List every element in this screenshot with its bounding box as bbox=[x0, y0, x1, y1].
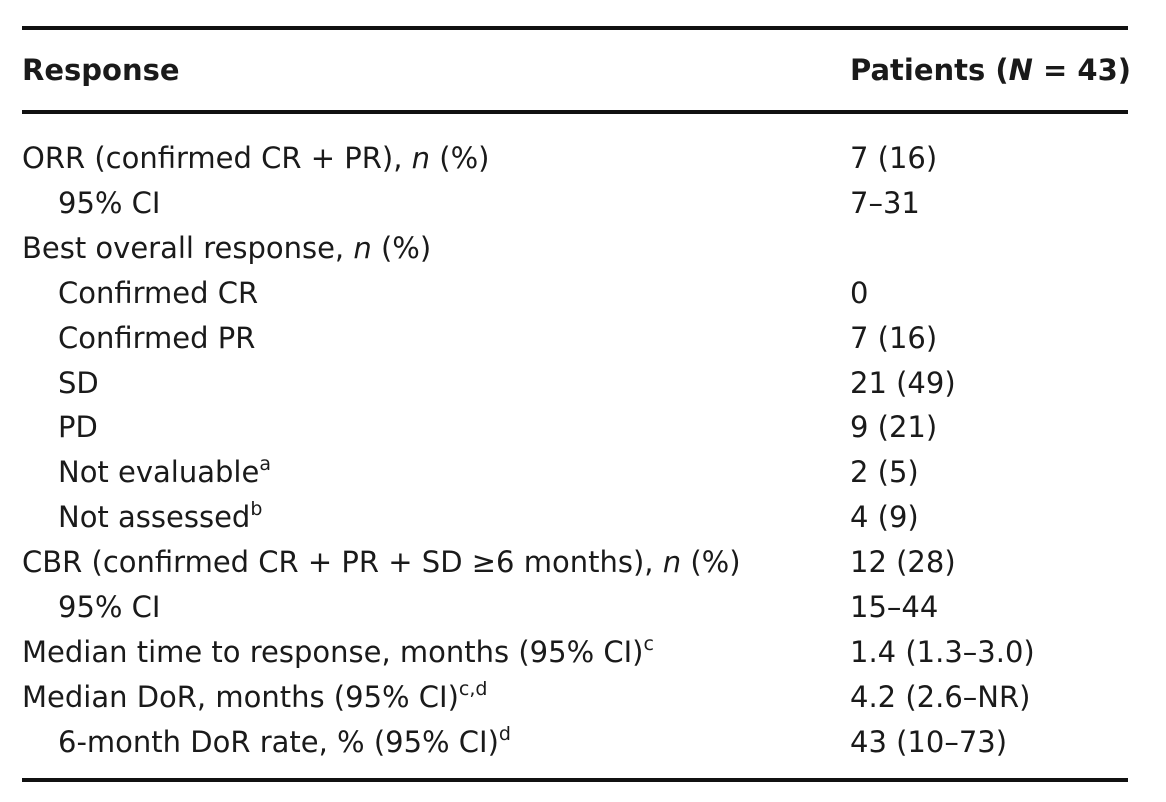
row-label: Not evaluablea bbox=[58, 450, 271, 495]
row-label: Best overall response, n (%) bbox=[22, 226, 431, 271]
text-segment: 6-month DoR rate, % (95% CI) bbox=[58, 724, 499, 759]
row-label: Not assessedb bbox=[58, 495, 262, 540]
row-label: Median DoR, months (95% CI)c,d bbox=[22, 675, 487, 720]
row-value: 0 bbox=[850, 275, 869, 310]
row-label: CBR (confirmed CR + PR + SD ≥6 months), … bbox=[22, 540, 741, 585]
row-label: Confirmed CR bbox=[58, 271, 258, 316]
text-segment: = 43) bbox=[1032, 53, 1132, 87]
row-label: ORR (confirmed CR + PR), n (%) bbox=[22, 136, 489, 181]
text-segment: 95% CI bbox=[58, 590, 161, 624]
text-segment: CBR (confirmed CR + PR + SD ≥6 months), bbox=[22, 545, 663, 580]
row-value: 12 (28) bbox=[850, 545, 956, 580]
row-label: SD bbox=[58, 361, 99, 406]
row-value: 7–31 bbox=[850, 185, 920, 220]
row-label: Confirmed PR bbox=[58, 316, 255, 361]
top-rule bbox=[22, 26, 1128, 30]
text-segment: (%) bbox=[371, 230, 432, 265]
text-segment: Median DoR, months (95% CI) bbox=[22, 679, 459, 714]
text-segment: Confirmed PR bbox=[58, 320, 256, 355]
row-label: Median time to response, months (95% CI)… bbox=[22, 630, 654, 675]
text-segment: N bbox=[1008, 53, 1033, 87]
header-value: Patients (N = 43) bbox=[850, 48, 1131, 93]
row-value: 7 (16) bbox=[850, 320, 938, 355]
header-rule bbox=[22, 110, 1128, 114]
text-segment: Response bbox=[22, 53, 180, 87]
row-value: 15–44 bbox=[850, 590, 939, 624]
text-segment: n bbox=[662, 545, 682, 580]
text-segment: b bbox=[250, 498, 263, 521]
bottom-rule bbox=[22, 778, 1128, 782]
row-value: 9 (21) bbox=[850, 410, 938, 445]
text-segment: c bbox=[643, 632, 654, 655]
row-label: PD bbox=[58, 405, 98, 450]
text-segment: c,d bbox=[458, 677, 488, 700]
text-segment: 95% CI bbox=[58, 185, 161, 220]
text-segment: n bbox=[353, 230, 372, 265]
row-value: 7 (16) bbox=[850, 141, 938, 175]
row-value: 2 (5) bbox=[850, 455, 919, 490]
text-segment: (%) bbox=[681, 545, 741, 580]
row-value: 4 (9) bbox=[850, 500, 919, 535]
text-segment: (%) bbox=[430, 141, 490, 175]
row-value: 4.2 (2.6–NR) bbox=[850, 679, 1031, 714]
row-value: 21 (49) bbox=[850, 365, 956, 400]
text-segment: PD bbox=[58, 410, 98, 445]
text-segment: Best overall response, bbox=[22, 230, 354, 265]
text-segment: d bbox=[498, 722, 511, 745]
row-label: 6-month DoR rate, % (95% CI)d bbox=[58, 720, 511, 765]
row-label: 95% CI bbox=[58, 181, 160, 226]
row-label: 95% CI bbox=[58, 585, 160, 630]
text-segment: Not assessed bbox=[58, 500, 251, 535]
row-value: 43 (10–73) bbox=[850, 724, 1008, 759]
text-segment: ORR (confirmed CR + PR), bbox=[22, 141, 412, 175]
text-segment: Median time to response, months (95% CI) bbox=[22, 634, 644, 669]
text-segment: SD bbox=[58, 365, 99, 400]
header-label: Response bbox=[22, 48, 180, 93]
text-segment: Not evaluable bbox=[58, 455, 260, 490]
text-segment: n bbox=[411, 141, 431, 175]
text-segment: Confirmed CR bbox=[58, 275, 259, 310]
row-value: 1.4 (1.3–3.0) bbox=[850, 634, 1035, 669]
text-segment: a bbox=[259, 453, 271, 476]
text-segment: Patients ( bbox=[850, 53, 1009, 87]
